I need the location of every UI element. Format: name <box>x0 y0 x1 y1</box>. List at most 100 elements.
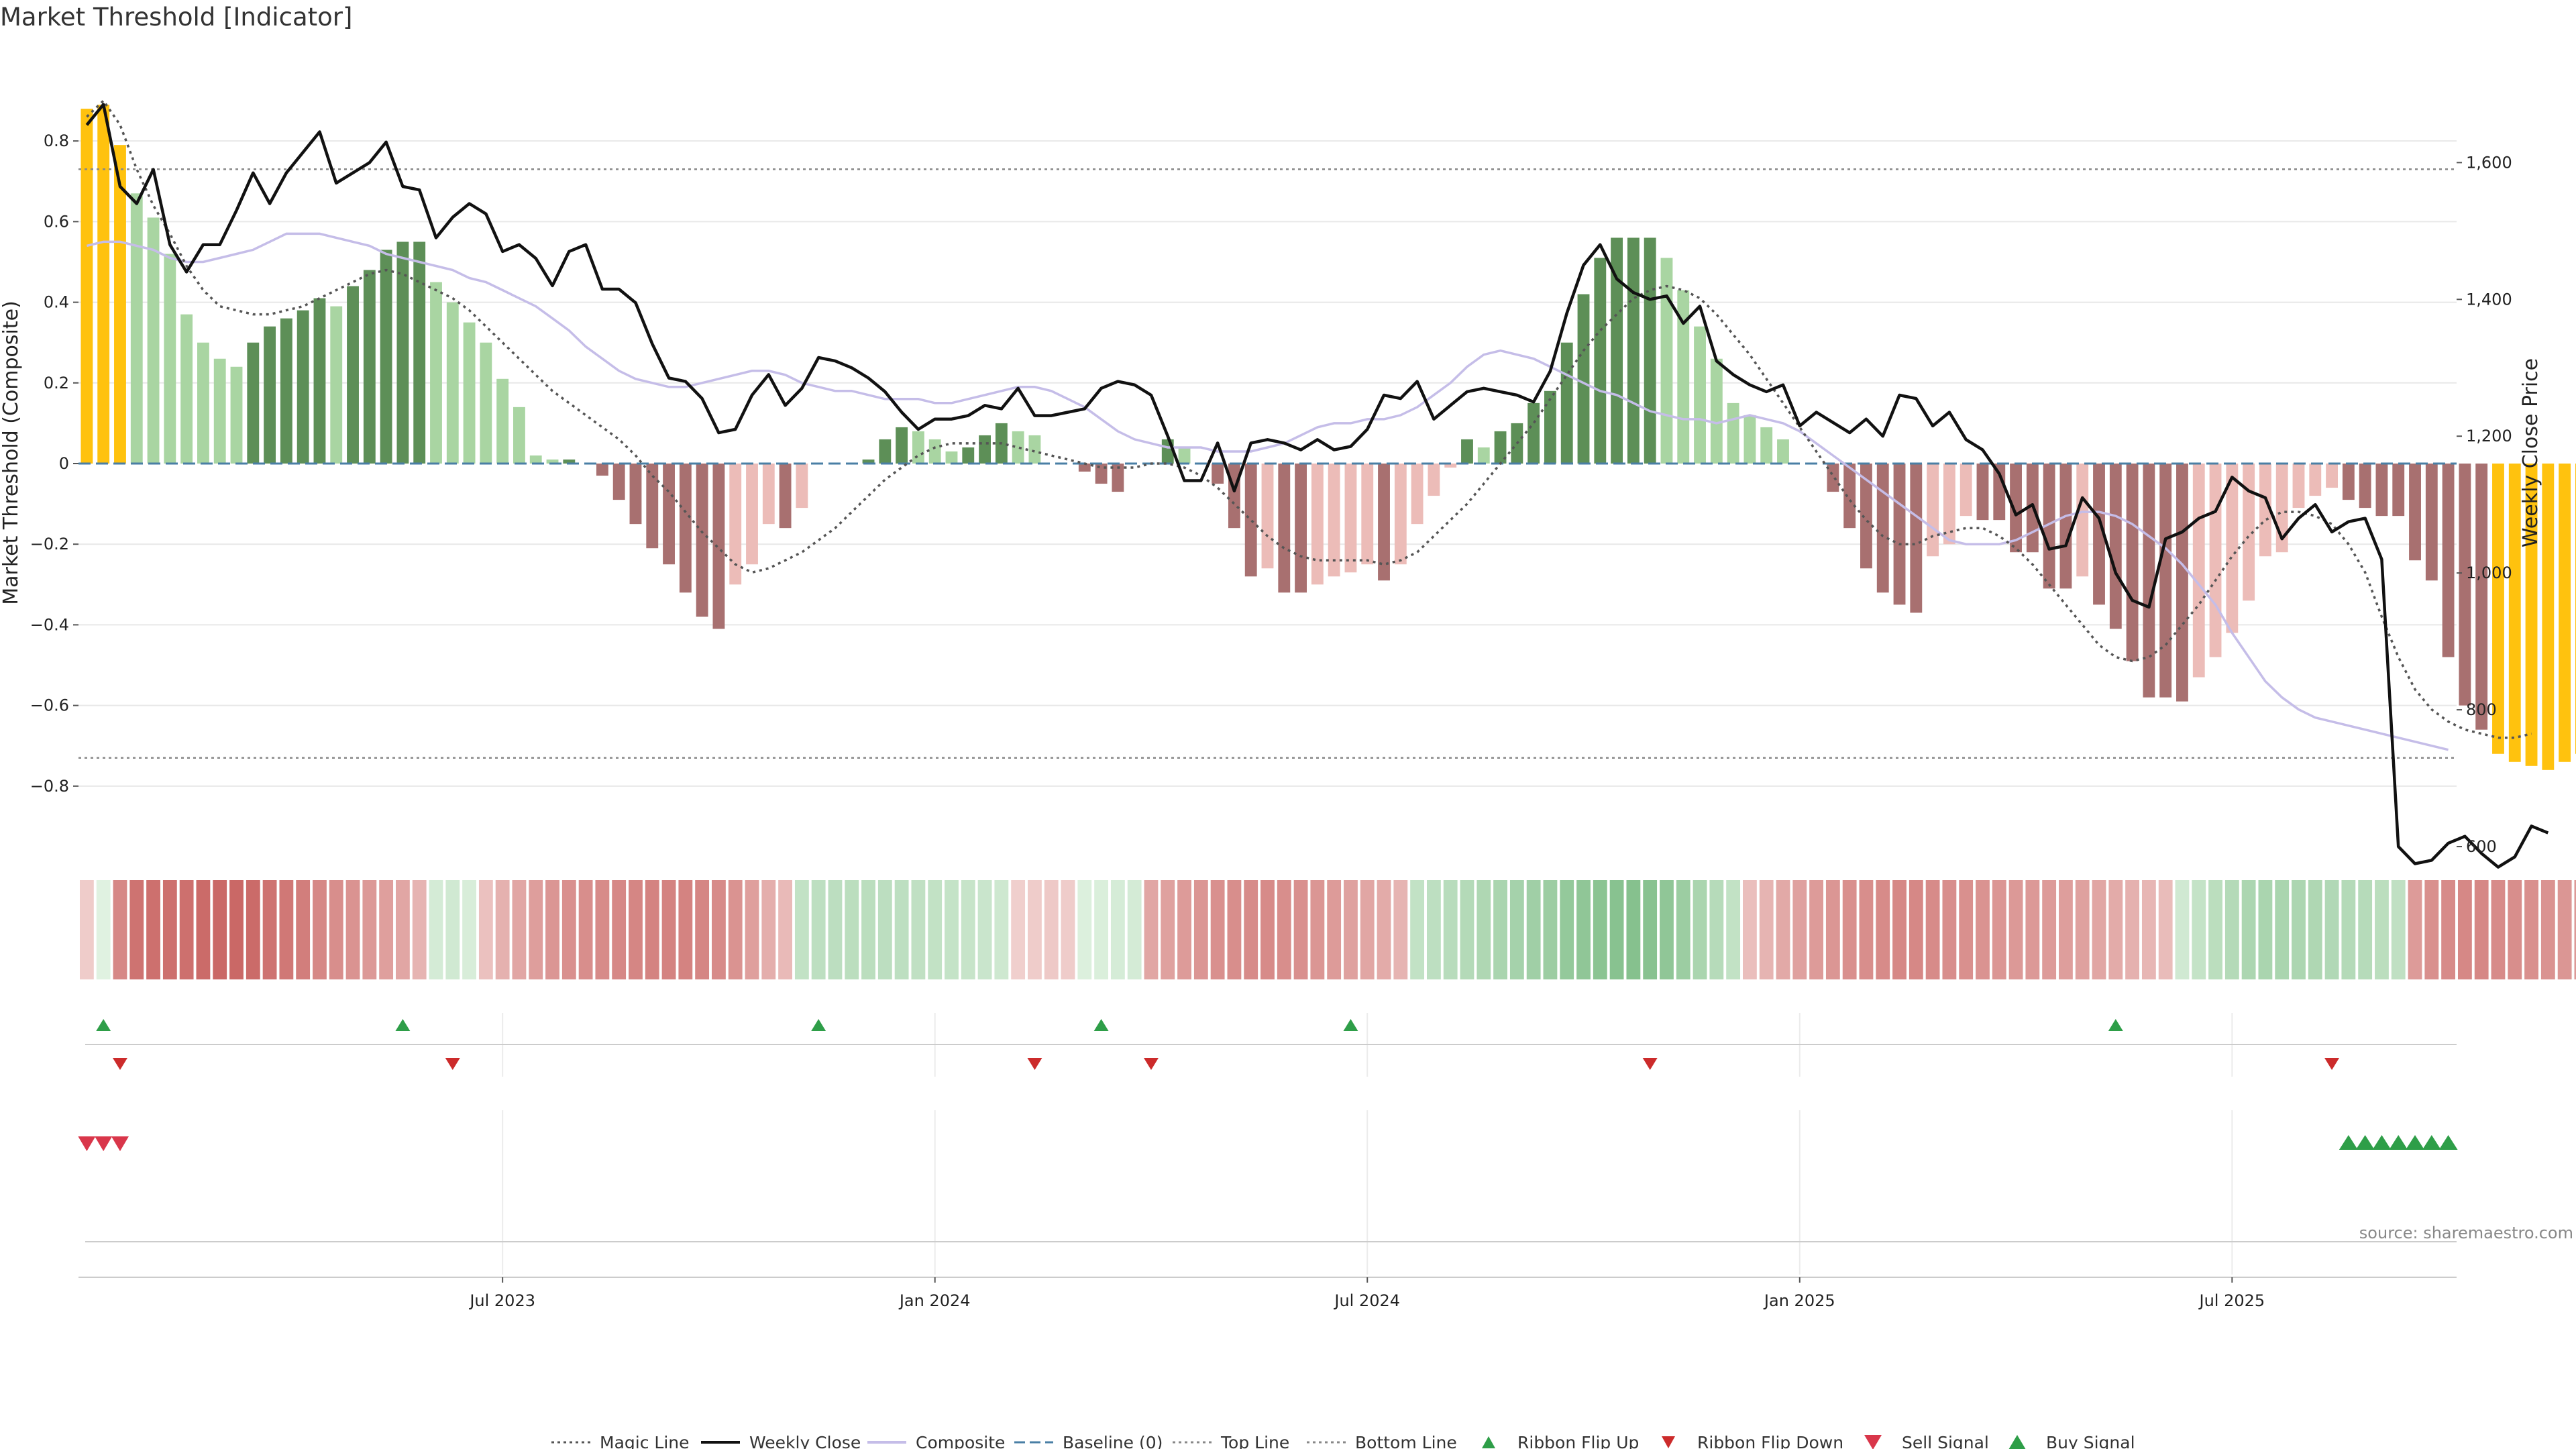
ribbon-cell <box>1477 880 1491 979</box>
ribbon-cell <box>2457 880 2472 979</box>
ribbon-cell <box>595 880 610 979</box>
buy-signal-marker <box>2406 1135 2425 1150</box>
ribbon-cell <box>2358 880 2373 979</box>
ribbon-cell <box>229 880 244 979</box>
ribbon-cell <box>1892 880 1907 979</box>
composite-bar <box>2542 464 2555 770</box>
x-tick-label: Jul 2025 <box>2198 1291 2265 1310</box>
ribbon-cell <box>429 880 443 979</box>
composite-bar <box>2176 464 2188 702</box>
composite-bar <box>696 464 708 617</box>
ribbon-cell <box>1493 880 1507 979</box>
composite-bar <box>80 109 93 464</box>
composite-bar <box>380 250 392 464</box>
ribbon-cell <box>2408 880 2422 979</box>
composite-bar <box>1461 439 1473 464</box>
ribbon-cell <box>478 880 493 979</box>
y2-tick-label: 600 <box>2466 837 2497 856</box>
ribbon-cell <box>1626 880 1641 979</box>
y-tick-label: 0.4 <box>44 293 69 312</box>
composite-bar <box>1261 464 1274 569</box>
ribbon-cell <box>1925 880 1940 979</box>
source-label: source: sharemaestro.com <box>2359 1224 2573 1242</box>
ribbon-cell <box>2491 880 2506 979</box>
composite-bar <box>1212 464 1224 484</box>
legend-label: Weekly Close <box>749 1433 861 1449</box>
composite-bar <box>1178 447 1191 464</box>
ribbon-flip-down-marker <box>445 1058 460 1070</box>
axes: 0.8 0.6 0.4 0.2 0 −0.2 −0.4 −0.6 −0.8 1,600 1,400 1… <box>30 131 2512 856</box>
composite-bar <box>779 464 792 529</box>
ribbon-cell <box>262 880 277 979</box>
ribbon-cell <box>146 880 160 979</box>
ribbon-cell <box>1344 880 1358 979</box>
composite-bar <box>347 286 359 464</box>
ribbon-cell <box>213 880 227 979</box>
ribbon-cell <box>1660 880 1674 979</box>
ribbon-cell <box>362 880 377 979</box>
ribbon-cell <box>712 880 726 979</box>
composite-bar <box>945 451 958 464</box>
composite-bar <box>413 241 426 464</box>
sell-signal-marker <box>111 1136 129 1151</box>
composite-bar <box>596 464 608 476</box>
x-tick-label: Jan 2025 <box>1763 1291 1835 1310</box>
legend-swatch <box>1662 1436 1675 1448</box>
composite-bar <box>2143 464 2155 698</box>
weekly-close-line <box>85 103 2549 869</box>
composite-bar <box>247 342 260 464</box>
ribbon-flip-up-marker <box>1093 1019 1109 1031</box>
legend-label: Top Line <box>1220 1433 1289 1449</box>
composite-bar <box>2226 464 2239 633</box>
y2-tick-label: 800 <box>2466 700 2497 719</box>
composite-bar <box>1527 402 1540 464</box>
ribbon-cell <box>1094 880 1109 979</box>
composite-bar <box>1660 258 1673 464</box>
composite-bar <box>1960 464 1972 517</box>
composite-bar <box>280 318 292 464</box>
y2-tick-label: 1,600 <box>2466 153 2512 172</box>
ribbon-cell <box>1509 880 1524 979</box>
composite-bar <box>297 310 309 464</box>
composite-bar <box>2192 464 2205 678</box>
ribbon-cell <box>1227 880 1242 979</box>
ribbon-cell <box>1127 880 1142 979</box>
y-tick-label: 0.2 <box>44 374 69 392</box>
composite-line <box>86 232 2449 751</box>
composite-bar <box>1943 464 1955 545</box>
ribbon-flip-down-marker <box>2324 1058 2340 1070</box>
ribbon-cell <box>395 880 410 979</box>
ribbon-cell <box>928 880 943 979</box>
composite-bar <box>2475 464 2488 730</box>
ribbon-cell <box>113 880 127 979</box>
ribbon-flip-up-marker <box>2108 1019 2123 1031</box>
ribbon-cell <box>1776 880 1790 979</box>
ribbon-cell <box>1643 880 1658 979</box>
buy-signal-marker <box>2355 1135 2375 1150</box>
legend: Magic Line Weekly Close Composite Baseline … <box>551 1433 2135 1449</box>
ribbon-cell <box>2025 880 2040 979</box>
composite-bar <box>729 464 742 585</box>
ribbon-cell <box>877 880 892 979</box>
composite-bar <box>629 464 642 525</box>
ribbon-cell <box>1077 880 1092 979</box>
composite-bar <box>2559 464 2571 762</box>
legend-label: Composite <box>916 1433 1005 1449</box>
ribbon-cell <box>1859 880 1874 979</box>
y2-axis-title: Weekly Close Price <box>2519 358 2542 547</box>
composite-bar <box>1577 294 1590 464</box>
composite-bar <box>1311 464 1324 585</box>
ribbon-cell <box>811 880 826 979</box>
composite-bar <box>646 464 659 549</box>
ribbon-cell <box>2008 880 2023 979</box>
composite-bar <box>979 435 991 464</box>
buy-signal-marker <box>2438 1135 2458 1150</box>
ribbon-cell <box>462 880 476 979</box>
ribbon-cell <box>1144 880 1159 979</box>
ribbon-cell <box>1277 880 1291 979</box>
x-tick-label: Jul 2024 <box>1333 1291 1400 1310</box>
composite-bar <box>663 464 675 565</box>
ribbon-cell <box>2441 880 2456 979</box>
composite-bar <box>1411 464 1424 525</box>
